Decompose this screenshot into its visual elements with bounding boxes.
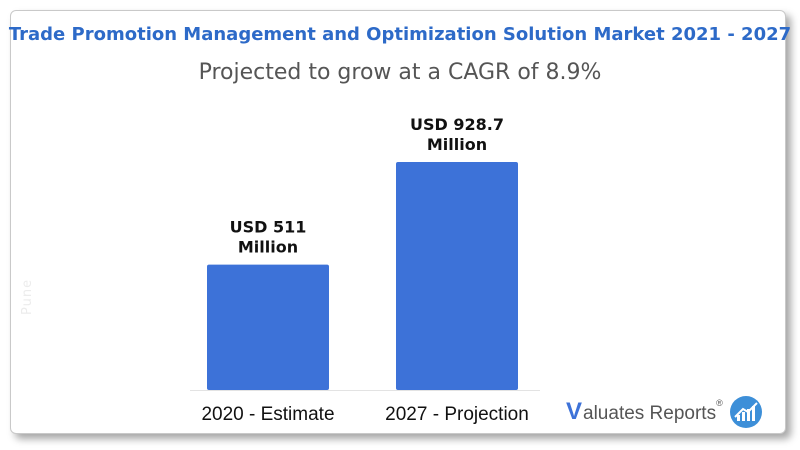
bar-1 — [207, 264, 329, 390]
bar-2-value-label-line-1: USD 928.7 — [410, 115, 504, 134]
chart-subtitle: Projected to grow at a CAGR of 8.9% — [198, 60, 602, 85]
rising-chart-circle-icon — [729, 396, 762, 428]
logo-v-mark: V — [566, 398, 583, 425]
bar-1-value-label-line-2: Million — [238, 238, 298, 257]
bar-2 — [396, 162, 518, 390]
bar-2-value-label-line-2: Million — [427, 135, 487, 154]
valuates-reports-logo: Valuates Reports® — [566, 392, 763, 432]
bars-layer — [190, 162, 540, 391]
bar-1-value-label-line-1: USD 511 — [230, 218, 307, 237]
category-label-2: 2027 - Projection — [385, 404, 529, 425]
logo-brand-name: aluates Reports — [583, 403, 717, 424]
registered-mark: ® — [716, 398, 723, 408]
category-label-1: 2020 - Estimate — [201, 404, 334, 425]
chart-title: Trade Promotion Management and Optimizat… — [8, 24, 792, 45]
logo-text: Valuates Reports® — [566, 398, 723, 426]
